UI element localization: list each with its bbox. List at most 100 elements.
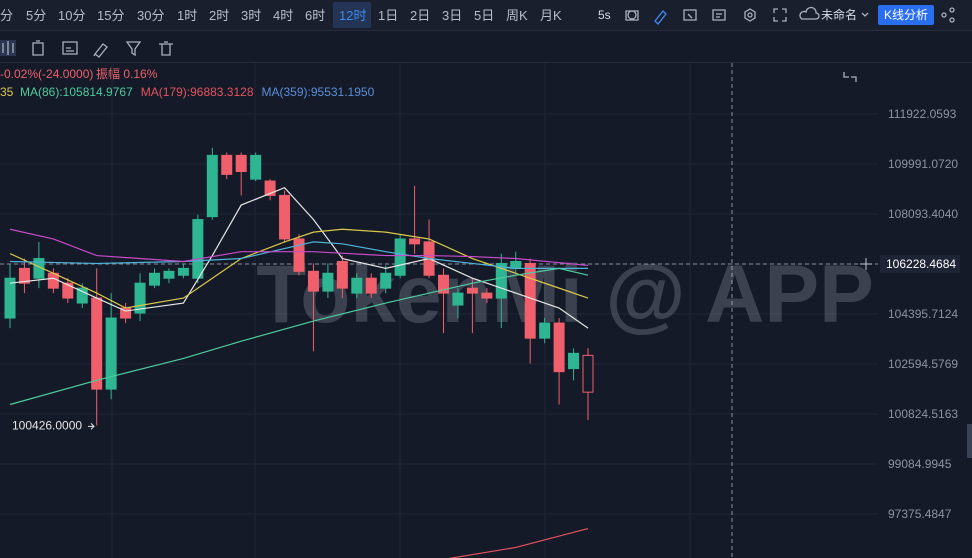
candle-body <box>438 274 449 294</box>
candle-body <box>380 272 392 289</box>
fullscreen-icon[interactable] <box>773 8 787 22</box>
interval-tab[interactable]: 周K <box>506 8 528 23</box>
candle-body <box>452 292 464 306</box>
candle-body <box>351 277 363 294</box>
interval-tab[interactable]: 2日 <box>410 8 430 23</box>
interval-tab[interactable]: 2时 <box>209 8 229 23</box>
interval-tab[interactable]: 1时 <box>177 8 197 23</box>
interval-tab[interactable]: 3日 <box>442 8 462 23</box>
tool-candle-icon <box>2 41 14 55</box>
y-tick-label: 100824.5163 <box>888 407 958 421</box>
watermark: TokenMi @ APP <box>256 249 874 340</box>
change: -0.02%(-24.0000) <box>0 67 93 81</box>
candle-body <box>495 262 507 299</box>
candle-body <box>206 154 218 218</box>
interval-tab[interactable]: 4时 <box>273 8 293 23</box>
interval-tab[interactable]: 5分 <box>26 8 46 23</box>
crosshair-plus <box>860 258 872 270</box>
save-icon[interactable] <box>712 9 726 21</box>
candle-body <box>481 292 493 299</box>
candle-body <box>91 297 103 390</box>
legend-entry: MA(179):96883.3128 <box>141 85 254 99</box>
y-tick-label: 97375.4847 <box>888 507 952 521</box>
interval-tab[interactable]: 10分 <box>58 8 85 23</box>
layout-name[interactable]: 未命名 <box>821 7 857 22</box>
draw-icon[interactable] <box>654 10 667 25</box>
legend-entry: MA(359):95531.1950 <box>262 85 375 99</box>
y-tick-label: 99084.9945 <box>888 457 952 471</box>
vertical-grid <box>111 63 691 558</box>
candle-body <box>18 267 30 284</box>
dropdown-icon[interactable] <box>861 12 869 17</box>
candle-body <box>568 352 580 370</box>
candle-body <box>293 238 305 272</box>
candle-body <box>62 282 74 299</box>
candle-body <box>539 322 551 339</box>
interval-tab[interactable]: 12时 <box>339 8 366 23</box>
tool-filter[interactable] <box>125 41 142 57</box>
candle-body <box>582 354 594 393</box>
candle-body <box>221 154 233 175</box>
collapse-icon[interactable] <box>843 72 857 82</box>
camera-icon[interactable] <box>625 10 639 21</box>
low-marker: 100426.0000 <box>12 418 82 432</box>
cloud-icon[interactable] <box>799 6 820 20</box>
scroll-handle[interactable] <box>967 424 972 458</box>
crosshair-price: 106228.4684 <box>886 257 956 271</box>
legend-cut-value: 35 <box>0 85 14 99</box>
y-tick-label: 102594.5769 <box>888 357 958 371</box>
candle-body <box>105 317 117 390</box>
interval-tab[interactable]: 1日 <box>378 8 398 23</box>
candle-body <box>76 287 88 304</box>
ma-line <box>9 241 588 269</box>
y-tick-label: 108093.4040 <box>888 207 958 221</box>
interval-tab[interactable]: 分 <box>0 8 13 23</box>
candle-body <box>235 154 247 173</box>
candle-body <box>553 322 565 373</box>
tool-note[interactable] <box>62 41 78 55</box>
candle-body <box>365 277 377 294</box>
low-marker-arrow <box>88 423 95 430</box>
interval-tab[interactable]: 30分 <box>137 8 164 23</box>
analysis-button-bg[interactable] <box>878 5 934 25</box>
candle-body <box>4 277 16 319</box>
share-link-icon <box>949 7 955 13</box>
interval-tab[interactable]: 3时 <box>241 8 261 23</box>
refresh-interval[interactable]: 5s <box>598 8 611 22</box>
interval-tab[interactable]: 月K <box>540 8 562 23</box>
candle-body <box>466 287 478 294</box>
y-tick-label: 109991.0720 <box>888 157 958 171</box>
candle-body <box>250 154 262 180</box>
share-icon[interactable] <box>683 9 697 21</box>
candle-body <box>322 272 334 292</box>
interval-tab[interactable]: 15分 <box>97 8 124 23</box>
settings-icon <box>747 12 753 18</box>
candle-body <box>307 270 319 292</box>
candle-body <box>134 282 146 314</box>
candle-body <box>177 267 189 276</box>
crosshair-label-bg <box>880 255 960 273</box>
drawing-tools[interactable] <box>0 6 955 82</box>
interval-tab[interactable]: 6时 <box>305 8 325 23</box>
settings-icon[interactable] <box>744 8 756 22</box>
y-tick-label: 111922.0593 <box>888 107 957 121</box>
candle-body <box>192 219 204 279</box>
amplitude: 振幅 0.16% <box>96 66 158 81</box>
tool-delete-one[interactable] <box>32 40 44 56</box>
candle-body <box>336 260 348 289</box>
active-interval-bg <box>333 2 371 28</box>
share-link-icon[interactable] <box>941 12 947 18</box>
candle-body <box>163 270 175 279</box>
candle-body <box>264 180 276 196</box>
ma-line <box>9 187 589 329</box>
tool-pen[interactable] <box>93 43 108 58</box>
analysis-button[interactable]: K线分析 <box>884 8 928 22</box>
tool-trash[interactable] <box>159 41 173 56</box>
interval-tab[interactable]: 5日 <box>474 8 494 23</box>
toolbar-bg <box>0 0 972 30</box>
ma-line <box>9 228 589 267</box>
candle-body <box>409 238 421 245</box>
candle-body <box>149 272 160 286</box>
candle-body <box>279 194 291 240</box>
